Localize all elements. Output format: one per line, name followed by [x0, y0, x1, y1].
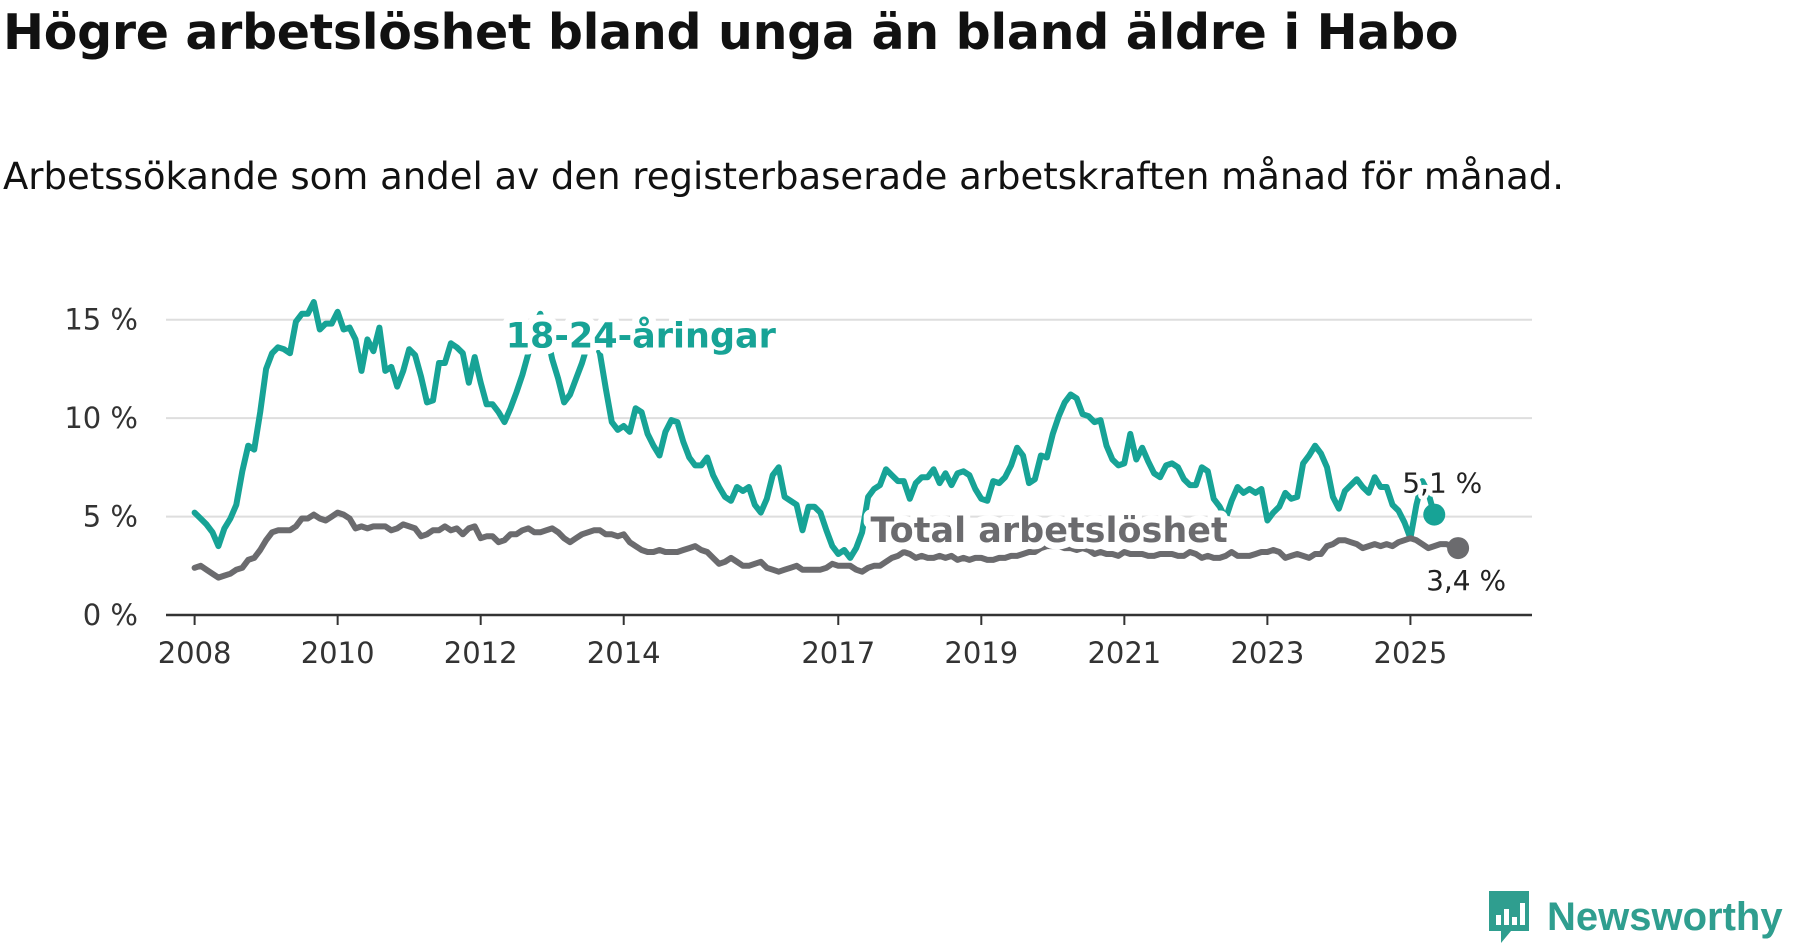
- series-labels: 18-24-åringar 5,1 % Total arbetslöshet 3,4 …: [499, 308, 1510, 601]
- x-tick-label: 2017: [801, 636, 875, 670]
- series-line: [191, 299, 1438, 561]
- newsworthy-logo: Newsworthy: [1485, 886, 1783, 948]
- series-end-marker: [1447, 537, 1470, 560]
- x-tick-label: 2021: [1087, 636, 1161, 670]
- chart-title: Högre arbetslöshet bland unga än bland ä…: [3, 4, 1459, 61]
- y-tick-label: 15 %: [64, 303, 138, 337]
- series-end-marker: [1423, 503, 1446, 526]
- bar-chart-speech-bubble-icon: [1489, 891, 1529, 943]
- x-tick-label: 2010: [301, 636, 375, 670]
- y-tick-label: 0 %: [83, 598, 138, 632]
- brand-name: Newsworthy: [1547, 894, 1783, 939]
- gridlines: [166, 318, 1532, 518]
- x-tick-label: 2025: [1374, 636, 1448, 670]
- axes: 0 % 5 % 10 % 15 % 2008 2010 2012 2014 2017 2019 20…: [64, 303, 1532, 670]
- series-lines: [191, 299, 1470, 581]
- x-tick-label: 2014: [587, 636, 661, 670]
- x-tick-label: 2012: [444, 636, 518, 670]
- x-tick-label: 2023: [1230, 636, 1304, 670]
- x-tick-label: 2019: [944, 636, 1018, 670]
- series-label: Total arbetslöshet: [870, 511, 1227, 551]
- series-label: 18-24-åringar: [506, 315, 777, 356]
- series-end-value-label: 5,1 %: [1402, 467, 1482, 500]
- series-end-value-label: 3,4 %: [1426, 564, 1506, 597]
- series-line: [191, 509, 1462, 581]
- chart-subtitle: Arbetssökande som andel av den registerb…: [3, 155, 1564, 198]
- y-tick-label: 10 %: [64, 401, 138, 435]
- y-tick-label: 5 %: [83, 500, 138, 534]
- x-tick-label: 2008: [158, 636, 232, 670]
